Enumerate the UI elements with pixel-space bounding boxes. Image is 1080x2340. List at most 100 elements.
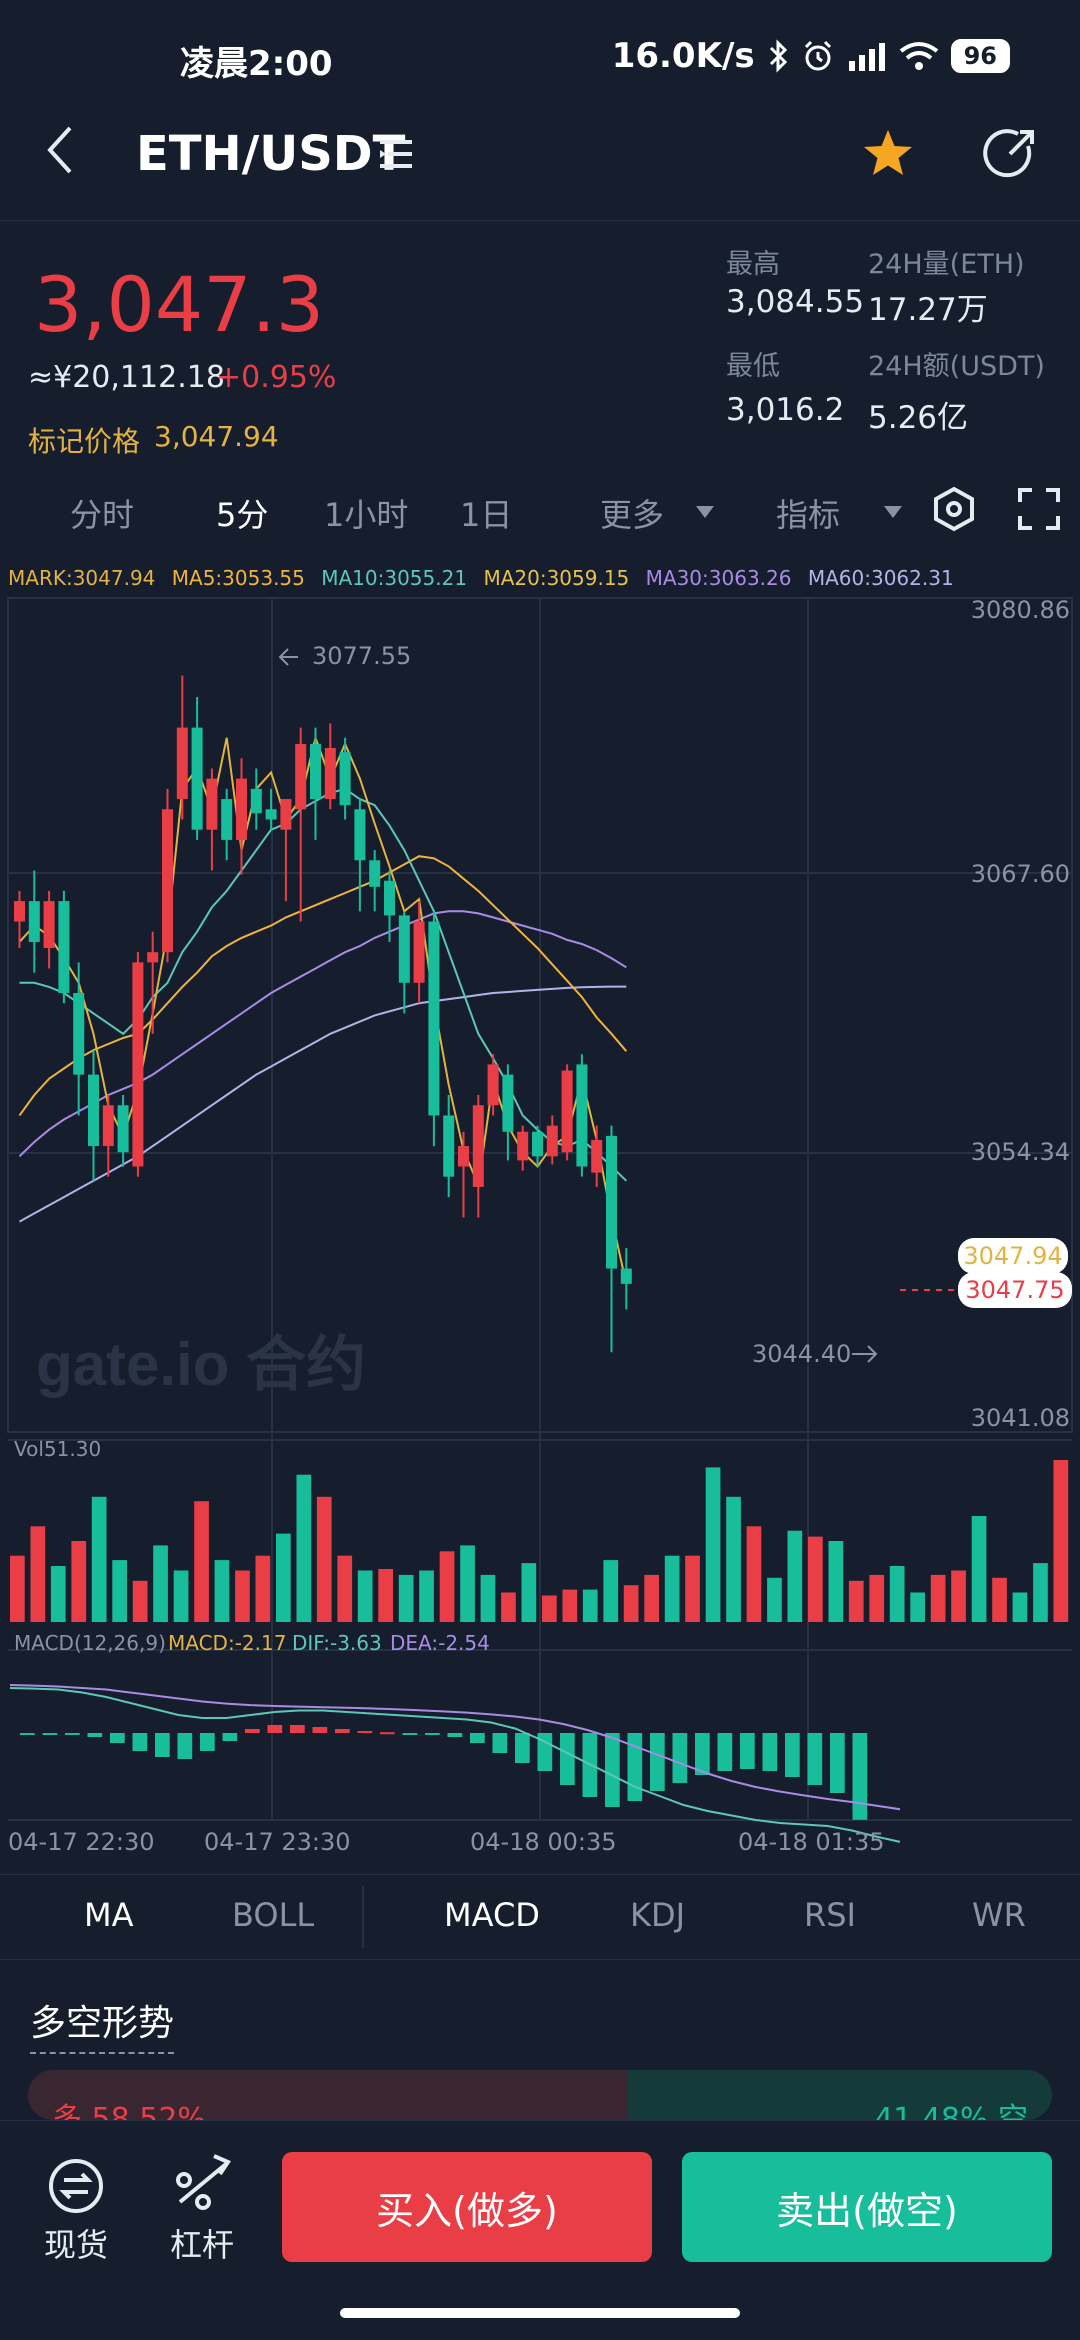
sentiment-title: 多空形势	[30, 1994, 175, 2054]
volume-bar	[746, 1526, 762, 1622]
macd-bar	[222, 1733, 238, 1741]
ma20-line	[18, 855, 628, 1116]
low-label: 最低	[726, 351, 780, 382]
candle-body	[339, 752, 351, 806]
volume-bar	[644, 1574, 659, 1622]
nav-bar	[0, 110, 1080, 221]
tab-ma[interactable]: MA	[84, 1896, 134, 1934]
volume-bar	[767, 1577, 782, 1622]
macd-bar	[830, 1733, 845, 1793]
buy-long-button[interactable]: 买入(做多)	[282, 2152, 652, 2262]
candle-body	[591, 1139, 603, 1173]
tab-1day[interactable]: 1日	[460, 496, 513, 534]
macd-bar	[425, 1733, 440, 1735]
candle-body	[561, 1070, 573, 1153]
volume-bar	[623, 1585, 639, 1622]
tab-timeshare[interactable]: 分时	[70, 496, 135, 534]
macd-bar	[177, 1733, 193, 1759]
fullscreen-icon[interactable]	[1018, 488, 1060, 530]
sell-short-button[interactable]: 卖出(做空)	[682, 2152, 1052, 2262]
tab-5min[interactable]: 5分	[216, 496, 269, 534]
volume-bar	[153, 1545, 168, 1622]
favorite-star-icon[interactable]	[860, 126, 916, 182]
candle-body	[206, 778, 218, 830]
battery-indicator: 96	[950, 39, 1010, 73]
status-time: 凌晨2:00	[180, 44, 333, 84]
sentiment-bar: 多 58.52% 41.48% 空	[28, 2070, 1052, 2120]
last-price-tag	[958, 1272, 1072, 1308]
candle-body	[369, 860, 381, 887]
macd-bar	[380, 1732, 395, 1735]
back-icon[interactable]	[40, 120, 80, 180]
tab-1hour[interactable]: 1小时	[324, 496, 409, 534]
tab-wr[interactable]: WR	[972, 1896, 1026, 1934]
candle-body	[443, 1115, 455, 1177]
volume-bar	[910, 1592, 925, 1622]
volume-bar	[50, 1566, 66, 1622]
macd-bar	[87, 1733, 103, 1737]
vol24-label: 24H量(ETH)	[868, 249, 1025, 280]
home-indicator[interactable]	[340, 2308, 740, 2318]
price-tick-4: 3041.08	[971, 1404, 1070, 1432]
volume-bar	[276, 1533, 291, 1622]
volume-bar	[10, 1555, 25, 1622]
candle-body	[162, 809, 173, 953]
cny-price: ≈¥20,112.18	[28, 360, 225, 395]
legend-ma10: MA10:3055.21	[321, 566, 468, 590]
volume-bar	[235, 1570, 250, 1622]
volume-bar	[501, 1592, 516, 1622]
leverage-icon[interactable]	[170, 2152, 236, 2214]
spot-exchange-icon[interactable]	[46, 2156, 106, 2216]
volume-bar	[1033, 1563, 1048, 1622]
candle-body	[88, 1074, 99, 1147]
ma30-line	[18, 910, 627, 1158]
tab-boll[interactable]: BOLL	[232, 1896, 315, 1934]
moving-average-lines	[18, 734, 628, 1285]
legend-ma20: MA20:3059.15	[483, 566, 630, 590]
tab-macd[interactable]: MACD	[444, 1896, 540, 1934]
candle-body	[384, 880, 395, 916]
volume-bar	[419, 1570, 434, 1622]
tab-indicators[interactable]: 指标	[776, 496, 841, 534]
time-tick-1: 04-17 22:30	[8, 1828, 155, 1856]
volume-bar	[316, 1496, 332, 1622]
page-title[interactable]: ETH/USDT	[136, 126, 406, 182]
price-tick-3: 3054.34	[971, 1138, 1070, 1166]
volume-bar	[378, 1569, 393, 1622]
macd-bar	[740, 1733, 755, 1769]
spot-label[interactable]: 现货	[44, 2226, 109, 2264]
macd-bar	[267, 1725, 283, 1733]
high-value: 3,084.55	[726, 284, 865, 320]
candle-body	[532, 1131, 543, 1157]
tab-more[interactable]: 更多	[600, 496, 665, 534]
share-icon[interactable]	[980, 124, 1040, 184]
macd-bar	[20, 1733, 35, 1735]
pair-menu-icon[interactable]	[378, 136, 414, 172]
volume-bar	[828, 1541, 844, 1622]
volume-bar	[91, 1496, 107, 1622]
macd-bar	[200, 1733, 215, 1751]
high-label: 最高	[726, 249, 780, 280]
candle-body	[43, 901, 55, 949]
leverage-label[interactable]: 杠杆	[170, 2226, 235, 2264]
kline-chart[interactable]: gate.io 合约 3080.86 3067.60 3054.34 3041.…	[0, 590, 1080, 1880]
tab-divider	[362, 1886, 364, 1948]
volume-bar	[848, 1580, 864, 1622]
volume-bar	[889, 1566, 905, 1622]
volume-bar	[398, 1574, 414, 1622]
candle-body	[221, 799, 233, 840]
candle-body	[324, 748, 336, 800]
volume-bar	[726, 1496, 741, 1622]
mark-price-label: 标记价格	[28, 425, 141, 458]
volume-bar	[480, 1574, 496, 1622]
indicator-tab-bar	[0, 1874, 1080, 1960]
volume-bar	[1053, 1460, 1069, 1622]
macd-bar	[155, 1733, 170, 1757]
dea-value: DEA:-2.54	[390, 1631, 490, 1655]
macd-bar	[627, 1733, 643, 1801]
settings-hexagon-icon[interactable]	[932, 486, 976, 532]
legend-ma5: MA5:3053.55	[171, 566, 305, 590]
macd-bar	[132, 1733, 148, 1751]
tab-kdj[interactable]: KDJ	[630, 1896, 686, 1934]
tab-rsi[interactable]: RSI	[804, 1896, 856, 1934]
